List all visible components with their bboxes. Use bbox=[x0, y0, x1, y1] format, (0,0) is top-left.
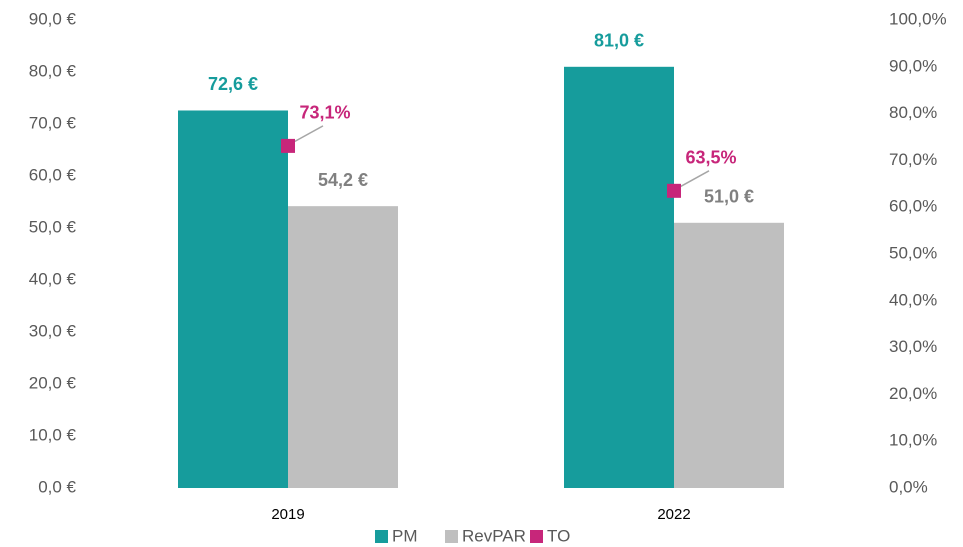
y2-tick-label: 100,0% bbox=[889, 9, 947, 28]
legend-key bbox=[530, 530, 543, 543]
legend-key bbox=[375, 530, 388, 543]
y-tick-label: 70,0 € bbox=[29, 113, 77, 132]
y2-tick-label: 90,0% bbox=[889, 56, 937, 75]
y2-tick-label: 50,0% bbox=[889, 243, 937, 262]
data-label: 73,1% bbox=[299, 103, 350, 123]
x-tick-label: 2019 bbox=[271, 506, 304, 523]
y-tick-label: 80,0 € bbox=[29, 61, 77, 80]
legend-label: TO bbox=[547, 526, 570, 545]
bar bbox=[178, 110, 288, 488]
y2-tick-label: 20,0% bbox=[889, 384, 937, 403]
y2-tick-label: 80,0% bbox=[889, 103, 937, 122]
y-tick-label: 10,0 € bbox=[29, 425, 77, 444]
y-tick-label: 30,0 € bbox=[29, 321, 77, 340]
x-tick-label: 2022 bbox=[657, 506, 690, 523]
y2-tick-label: 10,0% bbox=[889, 431, 937, 450]
data-label: 72,6 € bbox=[208, 74, 258, 94]
data-label: 63,5% bbox=[685, 148, 736, 168]
y-tick-label: 40,0 € bbox=[29, 269, 77, 288]
y2-tick-label: 40,0% bbox=[889, 290, 937, 309]
legend-key bbox=[445, 530, 458, 543]
bar bbox=[288, 206, 398, 488]
y-tick-label: 0,0 € bbox=[38, 477, 76, 496]
bar bbox=[564, 66, 674, 489]
marker bbox=[667, 183, 681, 198]
legend-label: RevPAR bbox=[462, 526, 526, 545]
y2-tick-label: 60,0% bbox=[889, 197, 937, 216]
data-label: 81,0 € bbox=[594, 31, 644, 51]
leader-line bbox=[293, 125, 324, 143]
bar bbox=[674, 222, 784, 489]
y-tick-label: 60,0 € bbox=[29, 165, 77, 184]
y2-tick-label: 30,0% bbox=[889, 337, 937, 356]
leader-line bbox=[679, 170, 710, 188]
legend-label: PM bbox=[392, 526, 418, 545]
marker bbox=[281, 138, 295, 153]
y-tick-label: 20,0 € bbox=[29, 373, 77, 392]
data-label: 54,2 € bbox=[318, 170, 368, 190]
y2-tick-label: 70,0% bbox=[889, 150, 937, 169]
data-label: 51,0 € bbox=[704, 187, 754, 207]
y-tick-label: 90,0 € bbox=[29, 9, 77, 28]
y-tick-label: 50,0 € bbox=[29, 217, 77, 236]
y2-tick-label: 0,0% bbox=[889, 477, 928, 496]
